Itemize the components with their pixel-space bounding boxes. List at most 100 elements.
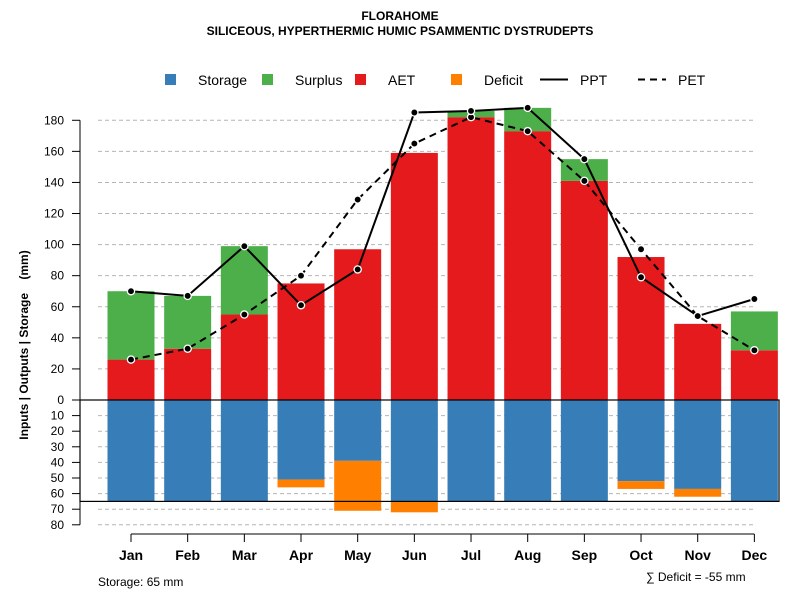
y-tick-label: 80 [51,269,65,283]
point-pet-aug [523,126,532,136]
point-ppt-dec [750,294,759,304]
bar-aet-may [334,249,382,400]
bar-storage-mar [220,400,268,502]
x-tick-label-oct: Oct [629,547,653,563]
point-ppt-sep [580,154,589,164]
bar-deficit-apr [277,479,325,488]
bar-deficit-oct [617,481,665,489]
legend-label-ppt: PPT [580,72,608,88]
y-tick-label: 160 [44,144,64,158]
bar-storage-aug [504,400,552,502]
bar-aet-feb [164,348,212,400]
y-tick-label: 140 [44,175,64,189]
bar-storage-feb [164,400,212,502]
y-tick-label: 30 [51,440,65,454]
y-tick-label: 20 [51,362,65,376]
bar-storage-sep [560,400,608,502]
bar-aet-jul [447,117,495,400]
bar-surplus-jan [107,291,155,360]
bar-aet-apr [277,283,325,400]
point-pet-mar [240,310,249,319]
legend-swatch-surplus [262,74,273,85]
point-pet-may [353,195,362,204]
line-ppt [130,106,755,318]
bar-aet-jun [390,152,438,400]
point-pet-jan [126,355,136,364]
y-tick-label: 40 [51,455,65,469]
y-tick-label: 20 [51,424,65,438]
bar-deficit-nov [674,488,722,497]
x-tick-label-aug: Aug [514,547,541,563]
y-tick-label: 80 [51,518,65,532]
point-ppt-aug [523,103,532,113]
legend-swatch-deficit [451,74,462,85]
legend-swatch-storage [165,74,176,85]
legend-label-surplus: Surplus [295,72,342,88]
chart-subtitle: SILICEOUS, HYPERTHERMIC HUMIC PSAMMENTIC… [206,24,594,38]
y-tick-label: 180 [44,113,64,127]
point-ppt-mar [240,241,249,251]
bar-surplus-dec [730,311,778,351]
y-tick-label: 10 [51,409,65,423]
y-tick-label: 40 [51,331,65,345]
legend-label-deficit: Deficit [484,72,523,88]
bar-deficit-jun [390,501,438,513]
deficit-note: ∑ Deficit = -55 mm [646,570,746,584]
y-axis-label: Inputs | Outputs | Storage (mm) [17,250,31,439]
x-tick-label-sep: Sep [572,547,598,563]
point-ppt-jul [466,106,476,116]
point-ppt-may [353,265,362,274]
x-tick-label-feb: Feb [175,547,200,563]
point-ppt-jan [126,286,136,296]
y-tick-label: 60 [51,300,65,314]
chart-title: FLORAHOME [361,9,439,23]
bar-storage-may [334,400,382,461]
x-tick-label-jul: Jul [461,547,481,563]
point-pet-dec [750,346,759,355]
storage-note: Storage: 65 mm [98,575,184,589]
bar-deficit-may [334,460,382,511]
point-pet-apr [296,271,306,280]
y-tick-label: 70 [51,502,65,516]
x-tick-label-dec: Dec [742,547,768,563]
x-tick-label-apr: Apr [289,547,314,563]
legend-swatch-aet [355,74,366,85]
bar-aet-jan [107,359,155,400]
legend-label-pet: PET [678,72,706,88]
x-tick-label-mar: Mar [232,547,257,563]
point-ppt-apr [296,300,306,310]
bar-aet-mar [220,314,268,400]
bar-storage-jul [447,400,495,502]
bar-storage-oct [617,400,665,482]
bar-surplus-sep [560,159,608,181]
point-ppt-nov [693,311,702,321]
point-ppt-oct [636,272,646,282]
point-pet-oct [636,245,646,254]
bar-storage-dec [730,400,778,502]
bar-aet-aug [504,131,552,400]
line-pet [130,116,755,361]
bar-storage-nov [674,400,722,489]
bar-storage-jun [390,400,438,502]
y-tick-label: 100 [44,238,64,252]
point-ppt-feb [183,291,192,301]
x-tick-label-jun: Jun [402,547,427,563]
bar-storage-apr [277,400,325,480]
y-tick-label: 120 [44,207,64,221]
legend-label-storage: Storage [198,72,247,88]
point-pet-sep [580,176,589,186]
y-tick-label: 50 [51,471,65,485]
bar-aet-nov [674,323,722,400]
point-pet-jun [410,139,419,148]
bar-aet-dec [730,350,778,400]
x-tick-label-nov: Nov [684,547,711,563]
y-tick-label: 60 [51,487,65,501]
bar-surplus-aug [504,107,552,132]
legend-label-aet: AET [388,72,416,88]
bar-surplus-feb [164,295,212,349]
x-tick-label-jan: Jan [119,547,143,563]
point-ppt-jun [410,108,419,117]
x-tick-label-may: May [344,547,371,563]
bar-storage-jan [107,400,155,502]
